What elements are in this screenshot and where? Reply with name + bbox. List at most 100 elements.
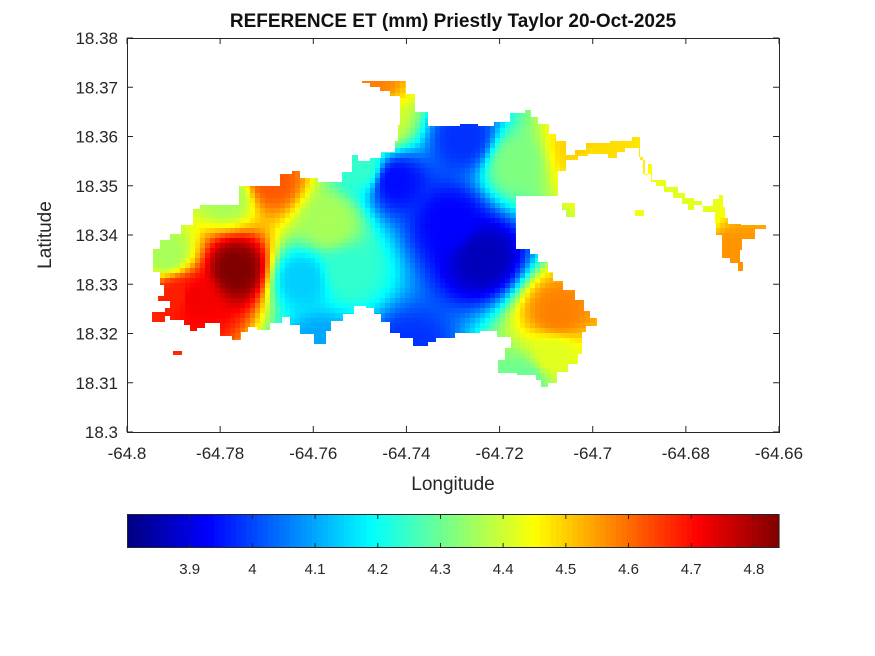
heatmap-cell: [330, 108, 336, 114]
heatmap-cell: [160, 98, 166, 104]
heatmap-cell: [715, 163, 721, 169]
heatmap-cell: [260, 108, 266, 114]
heatmap-cell: [475, 118, 481, 124]
heatmap-cell: [620, 253, 626, 259]
heatmap-cell: [690, 223, 696, 229]
heatmap-cell: [305, 163, 311, 169]
heatmap-cell: [575, 258, 581, 264]
heatmap-cell: [565, 218, 571, 224]
heatmap-cell: [415, 193, 421, 199]
heatmap-cell: [360, 238, 366, 244]
heatmap-cell: [470, 158, 476, 164]
heatmap-cell: [225, 203, 231, 209]
heatmap-cell: [510, 98, 516, 104]
heatmap-cell: [410, 263, 416, 269]
heatmap-cell: [345, 228, 351, 234]
heatmap-cell: [755, 258, 761, 264]
heatmap-cell: [430, 218, 436, 224]
heatmap-cell: [690, 158, 696, 164]
heatmap-cell: [635, 81, 641, 84]
heatmap-cell: [220, 278, 226, 284]
heatmap-cell: [335, 158, 341, 164]
heatmap-cell: [480, 113, 486, 119]
heatmap-cell: [685, 198, 691, 204]
heatmap-cell: [180, 93, 186, 99]
heatmap-cell: [545, 138, 551, 144]
heatmap-cell: [605, 268, 611, 274]
heatmap-cell: [660, 173, 666, 179]
heatmap-cell: [230, 108, 236, 114]
heatmap-cell: [235, 148, 241, 154]
heatmap-cell: [710, 268, 716, 274]
heatmap-cell: [635, 248, 641, 254]
heatmap-cell: [605, 248, 611, 254]
heatmap-cell: [565, 208, 571, 214]
heatmap-cell: [615, 93, 621, 99]
heatmap-cell: [520, 183, 526, 189]
heatmap-cell: [655, 248, 661, 254]
heatmap-cell: [535, 148, 541, 154]
heatmap-cell: [260, 158, 266, 164]
heatmap-cell: [455, 133, 461, 139]
heatmap-cell: [415, 203, 421, 209]
heatmap-cell: [290, 278, 296, 284]
heatmap-cell: [555, 273, 561, 279]
heatmap-cell: [725, 253, 731, 259]
heatmap-cell: [325, 113, 331, 119]
heatmap-cell: [315, 98, 321, 104]
heatmap-cell: [330, 163, 336, 169]
heatmap-cell: [170, 203, 176, 209]
heatmap-cell: [585, 193, 591, 199]
heatmap-cell: [215, 103, 221, 109]
heatmap-cell: [530, 168, 536, 174]
heatmap-cell: [445, 223, 451, 229]
heatmap-cell: [645, 273, 651, 279]
heatmap-cell: [280, 108, 286, 114]
heatmap-cell: [230, 273, 236, 279]
heatmap-cell: [340, 163, 346, 169]
heatmap-cell: [170, 248, 176, 254]
heatmap-cell: [550, 268, 556, 274]
heatmap-cell: [165, 238, 171, 244]
heatmap-cell: [710, 148, 716, 154]
heatmap-cell: [210, 188, 216, 194]
heatmap-cell: [315, 218, 321, 224]
heatmap-cell: [240, 81, 246, 84]
heatmap-cell: [335, 148, 341, 154]
heatmap-cell: [660, 143, 666, 149]
heatmap-cell: [280, 98, 286, 104]
heatmap-cell: [665, 178, 671, 184]
heatmap-cell: [385, 103, 391, 109]
heatmap-cell: [365, 153, 371, 159]
heatmap-cell: [450, 98, 456, 104]
heatmap-cell: [760, 208, 766, 214]
heatmap-cell: [540, 228, 546, 234]
heatmap-cell: [680, 183, 686, 189]
heatmap-cell: [275, 213, 281, 219]
heatmap-cell: [160, 103, 166, 109]
heatmap-cell: [705, 83, 711, 89]
heatmap-cell: [430, 138, 436, 144]
heatmap-cell: [350, 188, 356, 194]
heatmap-cell: [465, 258, 471, 264]
heatmap-cell: [580, 138, 586, 144]
heatmap-cell: [485, 178, 491, 184]
heatmap-cell: [220, 133, 226, 139]
heatmap-cell: [165, 188, 171, 194]
heatmap-cell: [152, 193, 156, 199]
heatmap-cell: [600, 143, 606, 149]
heatmap-cell: [485, 128, 491, 134]
heatmap-cell: [500, 113, 506, 119]
heatmap-cell: [530, 158, 536, 164]
heatmap-cell: [425, 208, 431, 214]
heatmap-cell: [330, 183, 336, 189]
heatmap-cell: [520, 158, 526, 164]
heatmap-cell: [385, 81, 391, 84]
heatmap-cell: [300, 178, 306, 184]
heatmap-cell: [555, 83, 561, 89]
heatmap-cell: [460, 183, 466, 189]
heatmap-cell: [365, 178, 371, 184]
heatmap-cell: [615, 98, 621, 104]
heatmap-cell: [330, 198, 336, 204]
heatmap-cell: [315, 113, 321, 119]
